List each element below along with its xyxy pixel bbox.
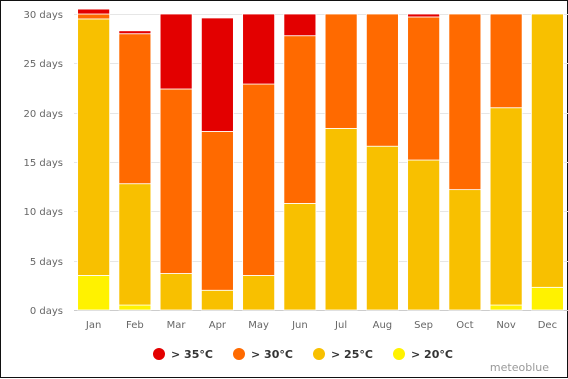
y-tick-label: 30 days — [23, 10, 63, 21]
x-tick-label: Dec — [538, 320, 557, 331]
bar-segment[interactable] — [489, 304, 523, 311]
bar-segment[interactable] — [242, 83, 276, 276]
bar-segment[interactable] — [283, 203, 317, 311]
bar-segment[interactable] — [283, 13, 317, 37]
bar-segment[interactable] — [530, 13, 564, 288]
bar-segment[interactable] — [159, 88, 193, 274]
bar-segment[interactable] — [242, 13, 276, 85]
y-tick-label: 25 days — [23, 59, 63, 70]
legend-label[interactable]: > 30°C — [251, 348, 293, 361]
legend-label[interactable]: > 20°C — [411, 348, 453, 361]
bar-segment[interactable] — [324, 128, 358, 311]
bar-segment[interactable] — [283, 35, 317, 204]
bar-segment[interactable] — [200, 289, 234, 311]
x-tick-label: Aug — [373, 320, 393, 331]
bars — [77, 8, 564, 311]
x-tick-label: Mar — [167, 320, 187, 331]
bar-segment[interactable] — [489, 13, 523, 109]
bar-segment[interactable] — [118, 30, 152, 35]
x-tick-label: Sep — [414, 320, 433, 331]
legend-label[interactable]: > 35°C — [171, 348, 213, 361]
legend-label[interactable]: > 25°C — [331, 348, 373, 361]
y-axis: 0 days 5 days 10 days 15 days 20 days 25 days… — [23, 10, 63, 317]
bar-segment[interactable] — [77, 275, 111, 311]
legend-marker[interactable] — [233, 348, 245, 360]
bar-segment[interactable] — [489, 107, 523, 306]
bar-segment[interactable] — [77, 13, 111, 20]
bar-segment[interactable] — [530, 286, 564, 311]
bar-segment[interactable] — [159, 13, 193, 90]
x-tick-label: Jul — [334, 320, 347, 331]
bar-segment[interactable] — [77, 8, 111, 15]
y-tick-label: 20 days — [23, 109, 63, 120]
bar-segment[interactable] — [77, 18, 111, 276]
legend-marker[interactable] — [393, 348, 405, 360]
bar-segment[interactable] — [448, 13, 482, 191]
bar-segment[interactable] — [407, 13, 441, 18]
x-tick-label: Feb — [126, 320, 144, 331]
legend-marker[interactable] — [313, 348, 325, 360]
x-tick-label: Jun — [291, 320, 308, 331]
credit-label: meteoblue — [490, 361, 549, 374]
y-tick-label: 5 days — [30, 257, 63, 268]
bar-segment[interactable] — [118, 183, 152, 306]
legend-marker[interactable] — [153, 348, 165, 360]
bar-segment[interactable] — [118, 304, 152, 311]
bar-segment[interactable] — [448, 189, 482, 311]
bar-segment[interactable] — [118, 33, 152, 185]
y-tick-label: 10 days — [23, 207, 63, 218]
grid-lines — [74, 14, 568, 311]
y-tick-label: 15 days — [23, 158, 63, 169]
bar-segment[interactable] — [324, 13, 358, 129]
bar-segment[interactable] — [242, 275, 276, 311]
x-tick-label: May — [248, 320, 269, 331]
bar-segment[interactable] — [365, 13, 399, 147]
bar-segment[interactable] — [407, 159, 441, 311]
bar-segment[interactable] — [159, 273, 193, 311]
bar-segment[interactable] — [407, 16, 441, 161]
legend[interactable]: > 35°C > 30°C > 25°C > 20°C — [153, 348, 453, 361]
bar-segment[interactable] — [200, 17, 234, 132]
y-tick-label: 0 days — [30, 306, 63, 317]
bar-segment[interactable] — [200, 131, 234, 291]
x-tick-label: Oct — [456, 320, 473, 331]
x-tick-label: Jan — [85, 320, 101, 331]
x-axis: Jan Feb Mar Apr May Jun Jul Aug Sep Oct Nov Dec — [85, 320, 557, 331]
x-tick-label: Apr — [209, 320, 227, 331]
bar-segment[interactable] — [365, 145, 399, 311]
x-tick-label: Nov — [496, 320, 516, 331]
